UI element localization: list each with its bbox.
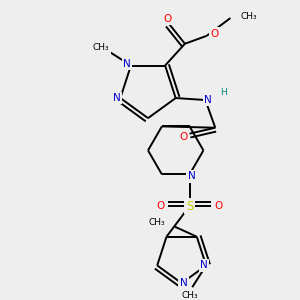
Text: O: O xyxy=(179,132,188,142)
Text: N: N xyxy=(200,260,208,270)
Text: CH₃: CH₃ xyxy=(240,11,257,20)
Text: O: O xyxy=(163,14,171,24)
Text: CH₃: CH₃ xyxy=(182,291,199,300)
Text: N: N xyxy=(188,171,195,182)
Text: S: S xyxy=(186,200,193,212)
Text: O: O xyxy=(157,201,165,211)
Text: N: N xyxy=(205,95,212,105)
Text: N: N xyxy=(123,58,131,68)
Text: CH₃: CH₃ xyxy=(148,218,165,227)
Text: O: O xyxy=(214,201,222,211)
Text: N: N xyxy=(112,93,120,103)
Text: CH₃: CH₃ xyxy=(93,43,110,52)
Text: O: O xyxy=(211,29,219,39)
Text: N: N xyxy=(180,278,188,288)
Text: H: H xyxy=(220,88,226,97)
